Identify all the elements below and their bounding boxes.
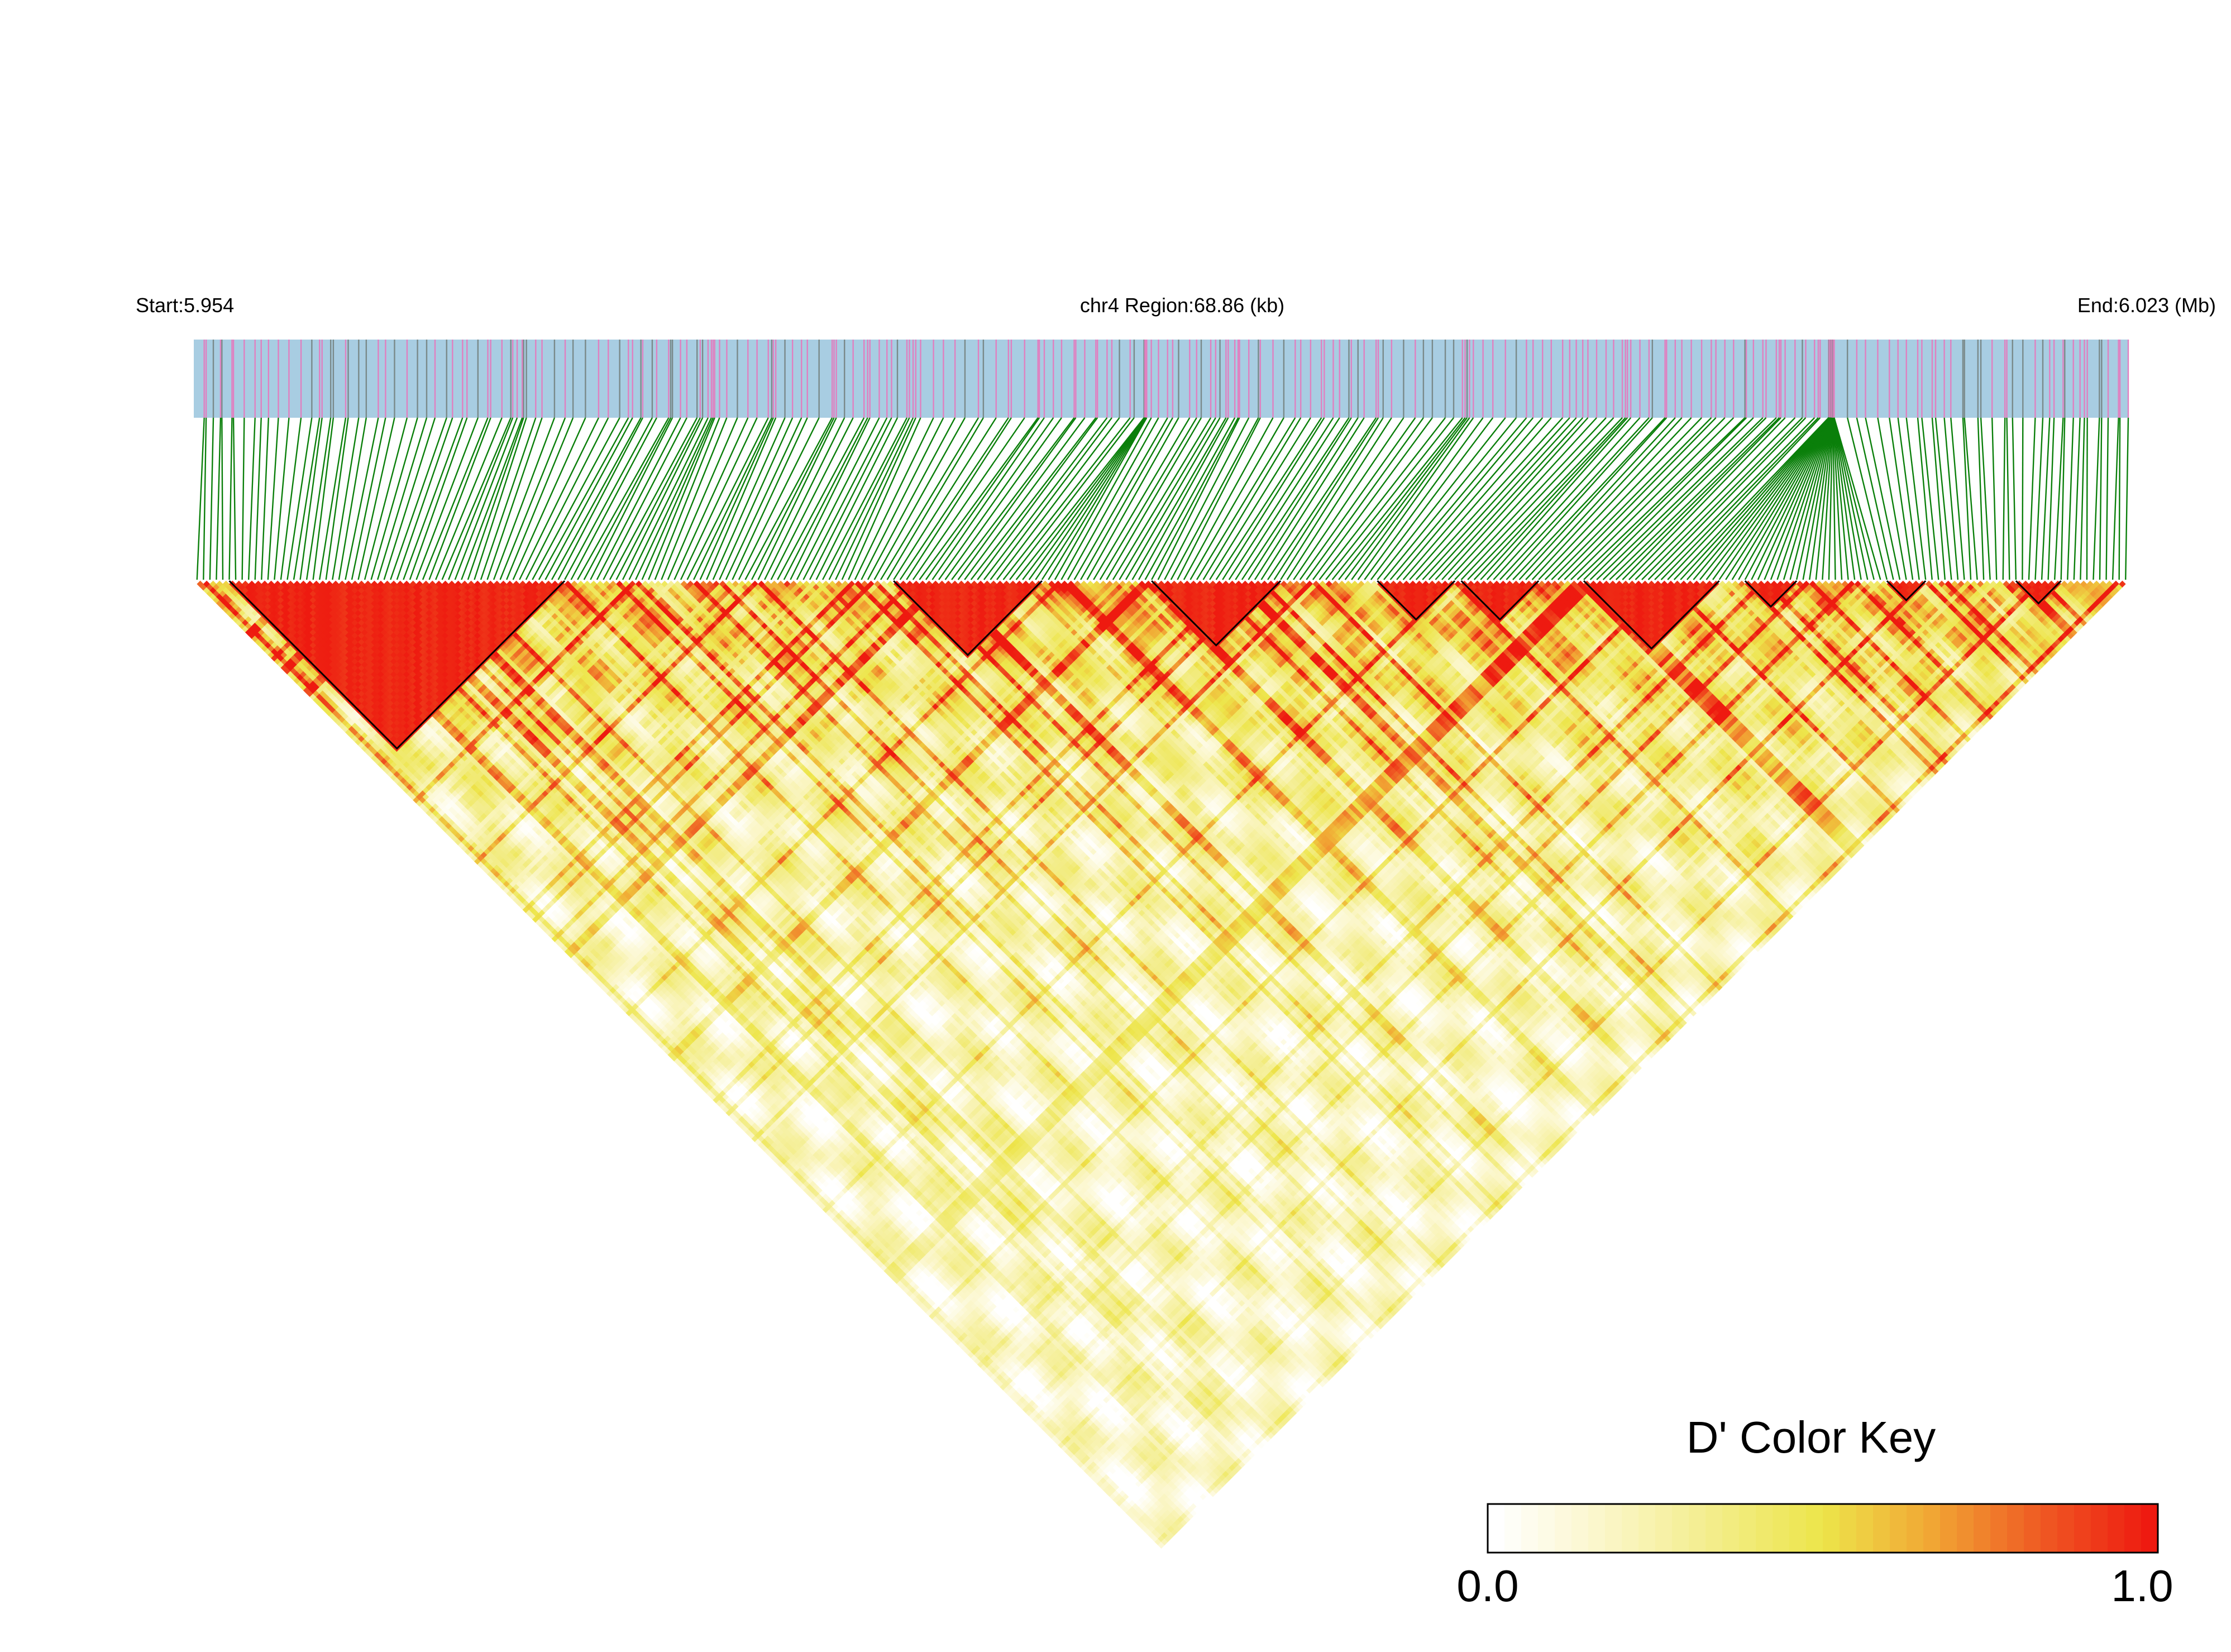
region-title-label: chr4 Region:68.86 (kb) (1080, 294, 1284, 317)
snp-position-track (194, 340, 2129, 418)
snp-connector-line (222, 418, 223, 580)
snp-connector-line (2022, 418, 2023, 580)
region-end-label: End:6.023 (Mb) (2077, 294, 2216, 317)
snp-track-background (194, 340, 2129, 418)
region-start-label: Start:5.954 (136, 294, 234, 317)
snp-connector-line (2119, 418, 2120, 580)
